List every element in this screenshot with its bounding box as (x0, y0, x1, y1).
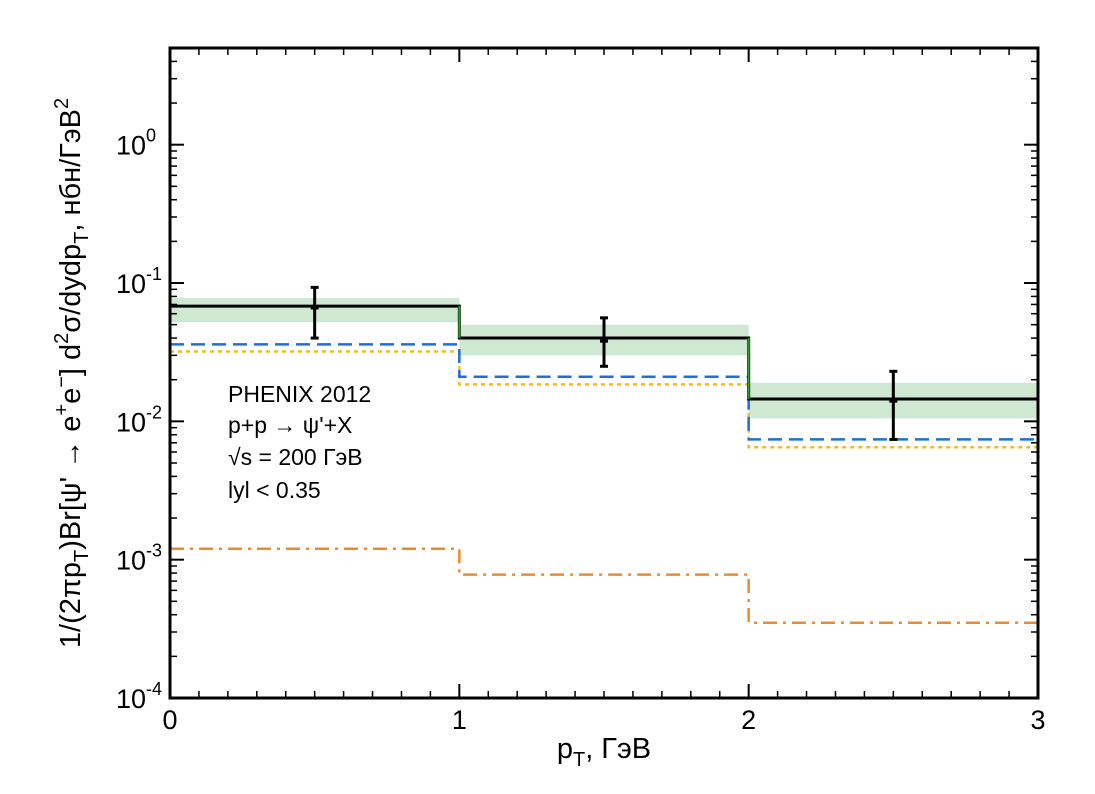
plot-background (170, 48, 1038, 698)
y-tick-label: 10-3 (116, 541, 162, 576)
y-tick-label: 10-4 (116, 679, 162, 714)
tick-labels-layer: 0 1 2 3 10-4 10-3 10-2 10-1 100 (116, 126, 1046, 735)
y-axis-title: 1/(2πpT)Br[ψ' → e+e−] d2σ/dydpT, нбн/ГэВ… (51, 98, 93, 648)
y-axis-title-part: 2 (51, 333, 73, 344)
annotation-block: PHENIX 2012 p+p → ψ'+X √s = 200 ГэВ lyl … (228, 381, 371, 503)
series-step-line (170, 350, 1038, 449)
y-axis-title-part: − (51, 376, 73, 388)
annotation-line: PHENIX 2012 (228, 381, 371, 407)
y-tick-label: 10-1 (116, 264, 162, 299)
y-axis-title-part: ] d (55, 344, 87, 376)
y-axis-title-part: 1/(2πp (55, 562, 87, 648)
y-axis-title-part: e (55, 388, 87, 404)
y-axis-title-part: σ/dydp (55, 244, 87, 333)
annotation-line: √s = 200 ГэВ (228, 444, 363, 470)
x-tick-label: 2 (741, 705, 756, 735)
y-axis-title-part: 2 (51, 98, 73, 109)
y-axis-title-part: , нбн/ГэВ (55, 109, 87, 232)
x-tick-label: 1 (452, 705, 467, 735)
series-step-line (170, 547, 1038, 624)
y-axis-title-part: )Br[ψ' → e (55, 416, 87, 550)
y-tick-label: 100 (116, 126, 156, 161)
x-axis-title-sub: T (573, 749, 585, 771)
x-tick-label: 3 (1030, 705, 1045, 735)
y-axis-title-part: T (71, 550, 93, 562)
y-tick-label: 10-2 (116, 402, 162, 437)
ticks-layer (169, 47, 1039, 699)
x-axis-title: pT, ГэВ (557, 733, 651, 771)
x-axis-title-rest: , ГэВ (585, 733, 651, 765)
y-axis-title-part: + (51, 404, 73, 416)
annotation-line: p+p → ψ'+X (228, 412, 352, 438)
x-tick-label: 0 (162, 705, 177, 735)
x-axis-title-main: p (557, 733, 573, 765)
series-step-line (170, 343, 1038, 441)
y-axis-title-part: T (71, 232, 93, 244)
data-points-layer (310, 285, 898, 441)
annotation-line: lyl < 0.35 (228, 477, 321, 503)
